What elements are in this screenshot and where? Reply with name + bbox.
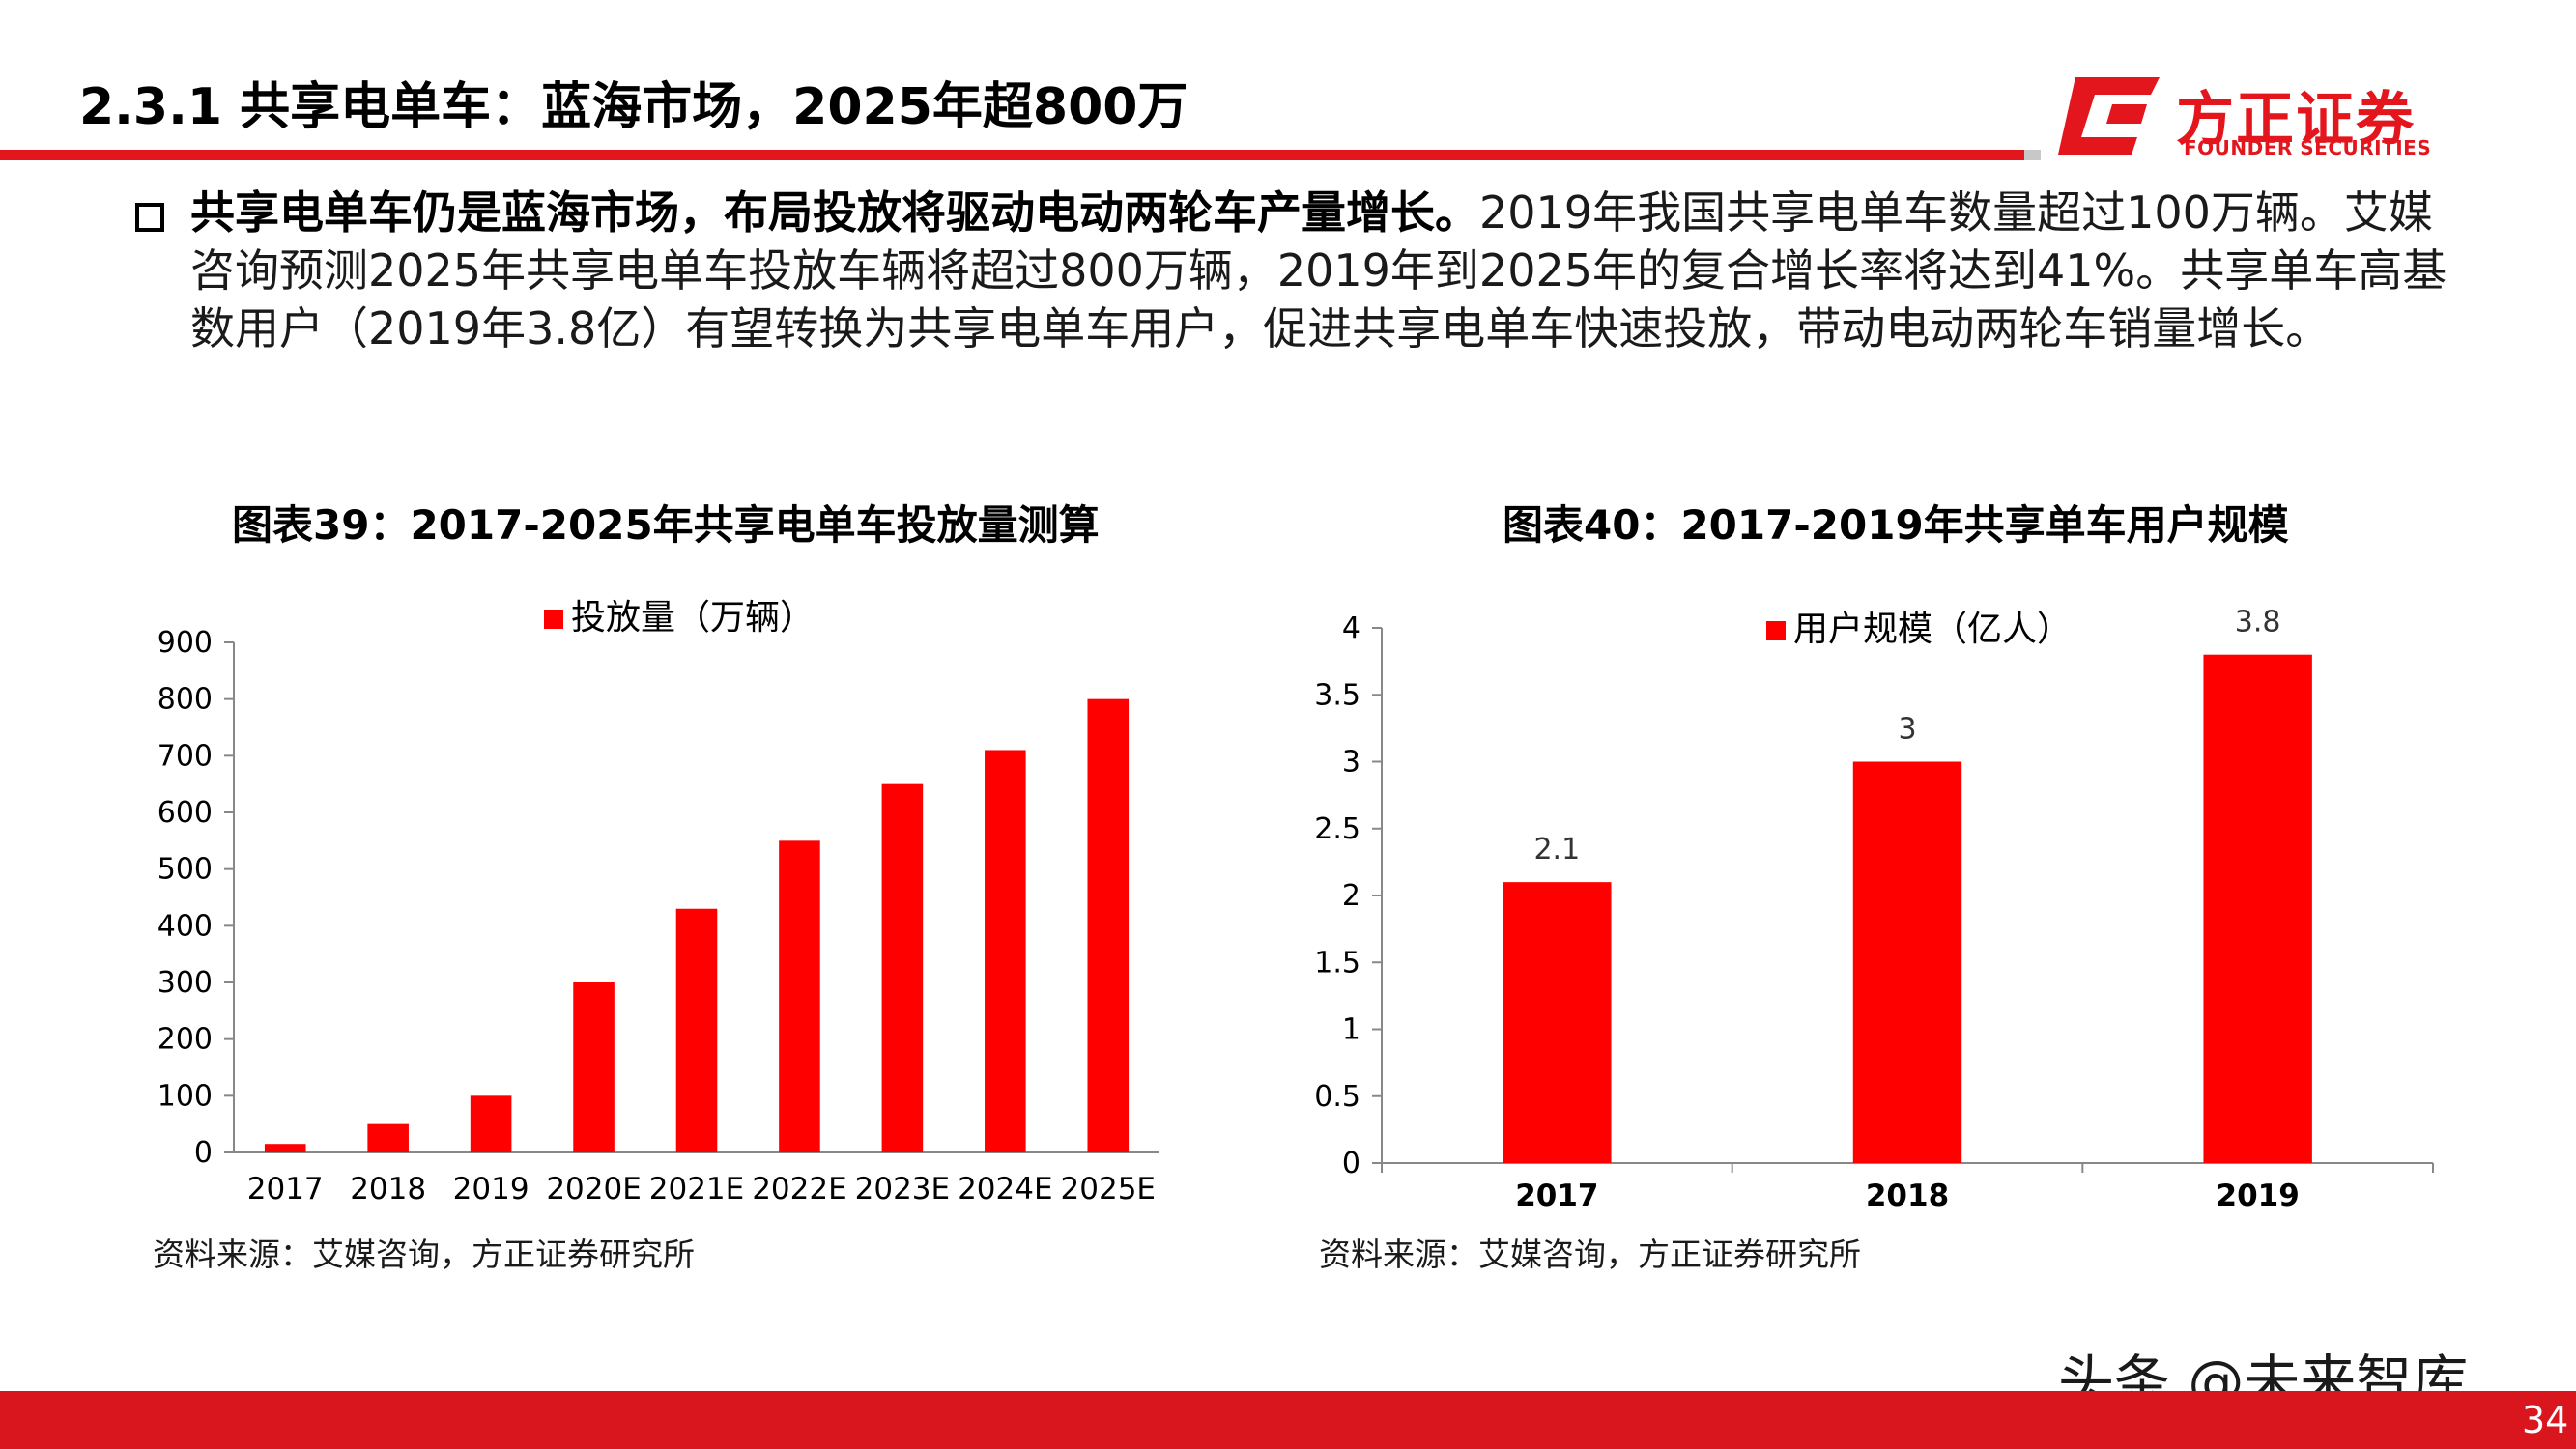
bar-2018 (1852, 761, 1962, 1163)
y-tick-label: 0 (194, 1136, 213, 1170)
x-category-label: 2018 (1866, 1179, 1949, 1213)
bullet-square-icon (135, 203, 164, 232)
chart39-source: 资料来源：艾媒咨询，方正证券研究所 (153, 1236, 695, 1273)
y-tick-label: 400 (157, 909, 213, 943)
y-tick-label: 0.5 (1314, 1080, 1360, 1114)
bar-2023E (881, 783, 924, 1152)
y-tick-label: 1 (1342, 1013, 1360, 1047)
chart40-source: 资料来源：艾媒咨询，方正证券研究所 (1319, 1236, 1861, 1273)
y-tick-label: 300 (157, 966, 213, 1000)
page-number: 34 (2522, 1399, 2569, 1441)
x-category-label: 2023E (855, 1172, 950, 1207)
data-label-2019: 3.8 (2235, 606, 2281, 639)
y-tick-label: 700 (157, 739, 213, 773)
founder-securities-logo: 方正证券 FOUNDER SECURITIES (2058, 72, 2503, 164)
y-tick-label: 1.5 (1314, 946, 1360, 980)
bar-2017 (1503, 882, 1612, 1163)
y-tick-label: 500 (157, 853, 213, 887)
title-divider (0, 150, 2024, 160)
bar-2022E (779, 840, 820, 1152)
y-tick-label: 800 (157, 683, 213, 717)
legend-label: 投放量（万辆） (571, 598, 815, 638)
x-category-label: 2019 (2217, 1179, 2300, 1213)
y-tick-label: 100 (157, 1079, 213, 1113)
y-tick-label: 2 (1342, 879, 1360, 913)
chart40-bar-chart: 0 0.5 1 1.5 2 2.5 3 3.5 4 2017 2.1 2018 3 2019 3.8 用户规模… (1314, 606, 2434, 1213)
legend-label: 用户规模（亿人） (1793, 610, 2072, 649)
bar-2018 (367, 1123, 409, 1152)
page-title: 2.3.1 共享电单车：蓝海市场，2025年超800万 (79, 78, 1188, 136)
x-category-label: 2019 (453, 1172, 530, 1207)
x-category-label: 2018 (350, 1172, 426, 1207)
bar-2019 (2203, 654, 2312, 1163)
y-tick-label: 600 (157, 796, 213, 830)
bar-2024E (985, 750, 1026, 1152)
bar-2021E (675, 908, 718, 1152)
data-label-2017: 2.1 (1533, 833, 1580, 867)
x-category-label: 2024E (958, 1172, 1052, 1207)
bar-2019 (470, 1095, 512, 1152)
y-tick-label: 200 (157, 1023, 213, 1057)
chart39-title: 图表39：2017-2025年共享电单车投放量测算 (232, 501, 1100, 549)
x-category-label: 2022E (752, 1172, 846, 1207)
x-category-label: 2021E (649, 1172, 744, 1207)
bar-2025E (1087, 698, 1130, 1152)
x-category-label: 2017 (247, 1172, 324, 1207)
y-tick-label: 900 (157, 626, 213, 660)
y-tick-label: 4 (1342, 611, 1360, 645)
y-tick-label: 0 (1342, 1147, 1360, 1180)
bar-2020E (573, 982, 615, 1152)
chart40-title: 图表40：2017-2019年共享单车用户规模 (1503, 501, 2289, 549)
y-tick-label: 3.5 (1314, 678, 1360, 712)
logo-chinese-name: 方正证券 (2176, 86, 2416, 154)
bullet-paragraph: 共享电单车仍是蓝海市场，布局投放将驱动电动两轮车产量增长。2019年我国共享电单… (190, 184, 2456, 357)
legend-swatch (1766, 621, 1786, 640)
y-tick-label: 2.5 (1314, 812, 1360, 846)
x-category-label: 2017 (1515, 1179, 1598, 1213)
founder-logo-icon (2058, 77, 2160, 155)
y-tick-label: 3 (1342, 746, 1360, 780)
logo-english-name: FOUNDER SECURITIES (2184, 136, 2432, 159)
footer-bar (0, 1391, 2576, 1449)
x-category-label: 2020E (546, 1172, 641, 1207)
title-divider-end (2024, 150, 2041, 160)
data-label-2018: 3 (1898, 713, 1916, 747)
bullet-body: 2019年我国共享电单车数量超过100万辆。艾媒咨询预测2025年共享电单车投放… (190, 186, 2447, 355)
bar-2017 (264, 1144, 306, 1152)
chart39-bar-chart: 0 100 200 300 400 500 600 700 800 900 2017 2018 2019… (157, 598, 1159, 1207)
x-category-label: 2025E (1061, 1172, 1156, 1207)
bullet-lead: 共享电单车仍是蓝海市场，布局投放将驱动电动两轮车产量增长。 (190, 186, 1479, 239)
legend-swatch (544, 610, 563, 629)
